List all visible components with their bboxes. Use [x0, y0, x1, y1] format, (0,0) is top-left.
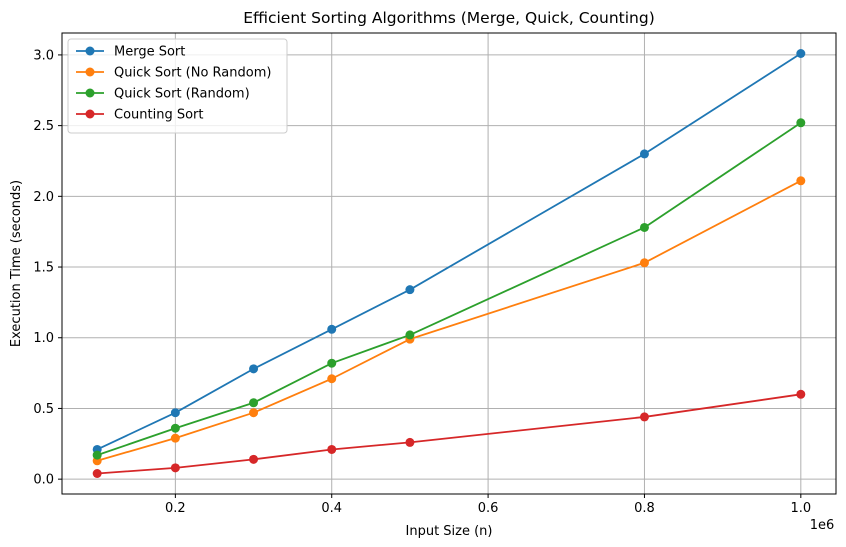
series-3	[92, 118, 806, 460]
chart-title: Efficient Sorting Algorithms (Merge, Qui…	[243, 9, 655, 27]
y-tick-label: 0.5	[33, 402, 54, 417]
y-tick-label: 3.0	[33, 48, 54, 63]
data-point	[249, 454, 259, 464]
data-point	[92, 450, 102, 460]
x-tick-label: 0.4	[321, 501, 342, 516]
data-point	[639, 258, 649, 268]
x-tick-label: 0.6	[478, 501, 499, 516]
data-point	[405, 285, 415, 295]
y-tick-label: 1.5	[33, 261, 54, 276]
legend-marker	[85, 88, 95, 98]
series-4	[92, 389, 806, 478]
data-point	[796, 118, 806, 128]
legend-entry: Quick Sort (No Random)	[76, 66, 271, 81]
data-point	[249, 364, 259, 374]
data-point	[639, 149, 649, 159]
legend-entry: Merge Sort	[76, 45, 185, 60]
y-tick-label: 2.0	[33, 190, 54, 205]
legend-label: Merge Sort	[114, 45, 185, 60]
data-point	[639, 412, 649, 422]
legend-label: Quick Sort (No Random)	[114, 66, 271, 81]
ticks: 0.2 0.4 0.6 0.8 1.0 0.0 0.5 1.0 1.5 2.0 2.5 3.0	[33, 48, 811, 516]
y-tick-label: 1.0	[33, 331, 54, 346]
x-tick-label: 0.8	[634, 501, 655, 516]
series-group	[92, 49, 806, 478]
data-point	[249, 398, 259, 408]
data-point	[327, 358, 337, 368]
legend-label: Quick Sort (Random)	[114, 87, 250, 102]
y-axis-label: Execution Time (seconds)	[9, 180, 24, 347]
x-tick-label: 0.2	[165, 501, 186, 516]
legend-entry: Counting Sort	[76, 108, 204, 123]
y-tick-label: 0.0	[33, 473, 54, 488]
series-2	[92, 176, 806, 466]
data-point	[170, 433, 180, 443]
data-point	[327, 444, 337, 454]
data-point	[327, 374, 337, 384]
legend-label: Counting Sort	[114, 108, 204, 123]
legend-marker	[85, 46, 95, 56]
data-point	[796, 176, 806, 186]
data-point	[796, 389, 806, 399]
plot-frame	[61, 32, 837, 495]
x-tick-label: 1.0	[790, 501, 811, 516]
legend-entry: Quick Sort (Random)	[76, 87, 250, 102]
data-point	[796, 49, 806, 59]
data-point	[327, 324, 337, 334]
data-point	[170, 423, 180, 433]
legend-marker	[85, 109, 95, 119]
data-point	[92, 468, 102, 478]
y-tick-label: 2.5	[33, 119, 54, 134]
x-axis-offset-label: 1e6	[810, 518, 835, 533]
data-point	[249, 408, 259, 418]
data-point	[405, 330, 415, 340]
data-point	[170, 463, 180, 473]
data-point	[170, 408, 180, 418]
legend-box	[67, 38, 288, 134]
legend-marker	[85, 67, 95, 77]
x-axis-label: Input Size (n)	[406, 524, 493, 539]
legend: Merge Sort Quick Sort (No Random) Quick So…	[67, 38, 288, 134]
data-point	[405, 437, 415, 447]
data-point	[639, 222, 649, 232]
